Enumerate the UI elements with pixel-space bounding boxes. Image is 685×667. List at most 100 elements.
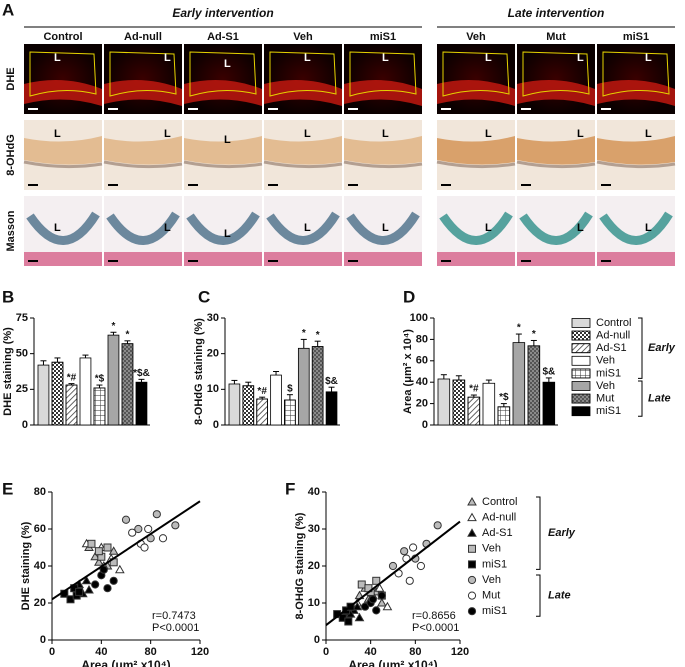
- y-tick-label: 20: [308, 560, 320, 572]
- data-point: [91, 580, 100, 589]
- collagen-ring: [186, 211, 260, 245]
- data-point: [357, 580, 366, 589]
- y-axis-title: DHE staining (%): [2, 327, 14, 416]
- micrograph: L: [436, 120, 516, 190]
- data-point: [377, 591, 386, 600]
- stained-tissue: [437, 136, 515, 165]
- significance-label: *#: [257, 386, 267, 397]
- row-label: 8-OHdG: [5, 134, 17, 176]
- collagen-ring: [266, 211, 340, 245]
- group-header: Late intervention: [508, 6, 605, 20]
- data-point: [372, 576, 381, 585]
- column-label: Veh: [293, 31, 313, 43]
- y-tick-label: 60: [34, 523, 46, 535]
- bar-pattern: [65, 384, 78, 426]
- data-point: [158, 534, 168, 543]
- micrograph-bg: [184, 44, 262, 114]
- lumen-label: L: [645, 222, 652, 234]
- stained-tissue: [517, 136, 595, 165]
- bar: [542, 381, 556, 426]
- data-point: [416, 561, 426, 571]
- micrograph-bg: [264, 44, 342, 114]
- y-tick-label: 0: [22, 419, 28, 431]
- bar-pattern: [467, 396, 481, 426]
- outline: [269, 51, 337, 97]
- y-tick-label: 0: [314, 634, 320, 646]
- legend-label: Veh: [482, 543, 501, 555]
- lumen-label: L: [164, 128, 171, 140]
- row-label: DHE: [5, 67, 17, 90]
- adventitia: [437, 252, 515, 266]
- y-tick-label: 30: [207, 312, 219, 324]
- y-tick-label: 75: [16, 312, 28, 324]
- stained-tissue: [344, 136, 422, 165]
- bar-pattern: [242, 385, 255, 426]
- legend-swatch: [571, 318, 591, 328]
- stained-tissue: [597, 136, 675, 165]
- micrograph: L: [24, 196, 102, 266]
- data-point: [152, 510, 161, 519]
- group-header: Early intervention: [172, 6, 273, 20]
- legend-marker: [467, 496, 477, 506]
- x-tick-label: 120: [451, 646, 469, 658]
- data-point: [382, 601, 393, 611]
- y-axis-title: 8-OHdG staining (%): [193, 318, 205, 425]
- y-tick-label: 25: [16, 383, 28, 395]
- significance-label: *#: [67, 372, 77, 383]
- lumen-label: L: [485, 222, 492, 234]
- micrograph: L: [264, 44, 342, 114]
- lumen-label: L: [224, 134, 231, 146]
- significance-label: *#: [469, 384, 479, 395]
- outline: [189, 51, 257, 97]
- legend-label: Veh: [482, 574, 501, 586]
- micrograph-bg: [437, 44, 515, 114]
- micrograph: L: [104, 44, 182, 114]
- data-point: [374, 583, 385, 592]
- y-tick-label: 20: [207, 348, 219, 360]
- bar-pattern: [284, 399, 296, 426]
- data-point: [352, 601, 363, 611]
- data-point: [108, 546, 119, 555]
- x-tick-label: 0: [323, 646, 329, 658]
- micrograph: L: [103, 120, 183, 190]
- bar: [325, 391, 338, 426]
- lumen-label: L: [577, 52, 584, 64]
- media-layer: [436, 160, 516, 169]
- adventitia: [184, 252, 262, 266]
- outline: [349, 51, 417, 97]
- outline: [522, 51, 590, 97]
- legend-label: Ad-S1: [596, 342, 627, 354]
- data-point: [344, 617, 353, 626]
- micrograph-bg: [597, 44, 675, 114]
- bar: [107, 334, 120, 426]
- bar-pattern: [571, 330, 591, 341]
- data-point: [433, 521, 442, 530]
- data-point: [109, 576, 118, 585]
- y-axis-title: DHE staining (%): [20, 521, 32, 610]
- micrograph-bg: [24, 44, 102, 114]
- lumen-label: L: [577, 128, 584, 140]
- column-label: Ad-S1: [207, 31, 239, 43]
- stained-tissue: [104, 136, 182, 165]
- data-point: [128, 528, 137, 537]
- y-tick-label: 20: [34, 597, 46, 609]
- bar: [437, 378, 451, 426]
- micrograph: L: [517, 44, 595, 114]
- red-tissue: [104, 80, 182, 106]
- media-layer: [263, 160, 343, 169]
- micrograph: L: [104, 196, 182, 266]
- red-tissue: [344, 80, 422, 106]
- legend-bracket: [536, 574, 541, 617]
- bar-pattern: [571, 393, 591, 404]
- data-point: [140, 543, 149, 552]
- micrograph: L: [344, 44, 422, 114]
- y-tick-label: 60: [416, 355, 428, 367]
- data-point: [87, 539, 96, 548]
- micrograph: L: [597, 44, 675, 114]
- significance-label: $&: [325, 376, 338, 387]
- panel-letter: B: [2, 287, 14, 306]
- collagen-ring: [106, 211, 180, 245]
- data-point: [81, 575, 92, 585]
- data-point: [360, 602, 370, 611]
- data-point: [354, 612, 365, 622]
